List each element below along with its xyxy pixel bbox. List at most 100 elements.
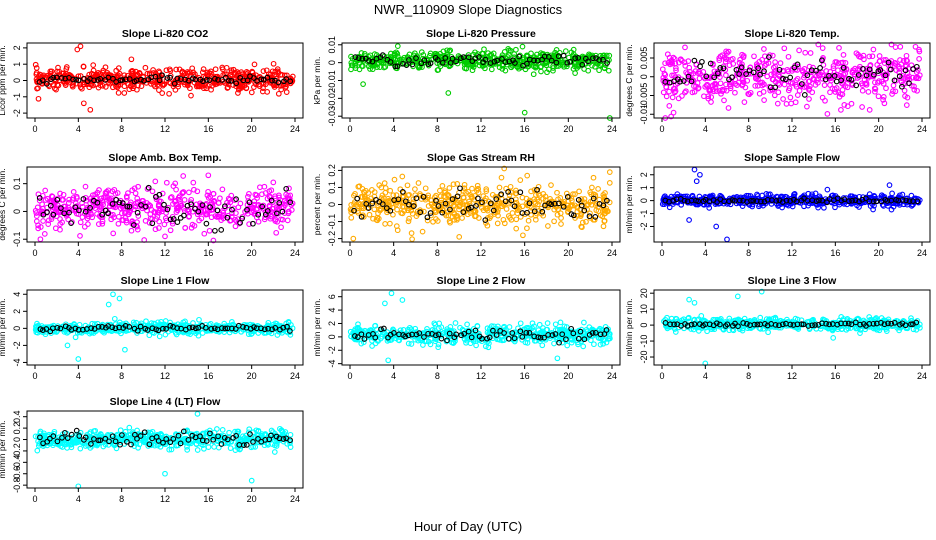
- data-point: [246, 221, 252, 227]
- data-point: [414, 56, 420, 63]
- reference-point: [80, 196, 87, 202]
- reference-point: [490, 207, 497, 214]
- reference-point: [885, 59, 892, 66]
- reference-point: [542, 202, 548, 209]
- data-point: [421, 208, 427, 215]
- data-point: [159, 190, 166, 197]
- data-point: [100, 199, 106, 205]
- data-point: [112, 202, 119, 208]
- y-tick-label: 0: [639, 198, 649, 203]
- data-point: [42, 187, 49, 194]
- data-point: [180, 189, 187, 195]
- data-point: [839, 87, 846, 93]
- reference-point: [748, 197, 754, 204]
- data-point: [362, 335, 369, 341]
- reference-point: [163, 326, 169, 332]
- data-point: [829, 72, 836, 79]
- reference-point: [512, 60, 518, 66]
- data-point: [128, 83, 134, 90]
- reference-point: [164, 206, 171, 213]
- data-point: [406, 191, 412, 198]
- data-point: [832, 89, 839, 95]
- data-point: [102, 64, 109, 71]
- data-point: [179, 190, 186, 197]
- data-point: [606, 331, 613, 337]
- data-point: [789, 80, 796, 86]
- data-point: [899, 73, 906, 79]
- data-point: [257, 324, 263, 331]
- data-point: [32, 61, 39, 68]
- data-point: [40, 205, 46, 212]
- data-point: [439, 183, 446, 189]
- reference-point: [707, 60, 714, 67]
- reference-point: [494, 57, 500, 64]
- reference-point: [572, 55, 579, 62]
- data-point: [536, 198, 542, 205]
- data-point: [915, 196, 921, 202]
- data-point: [88, 211, 94, 218]
- data-point: [506, 191, 513, 198]
- data-point: [525, 217, 532, 224]
- data-point: [225, 74, 232, 81]
- data-point: [61, 78, 68, 85]
- y-axis-label: kPa per min.: [312, 57, 322, 105]
- reference-point: [251, 324, 257, 330]
- data-point: [178, 202, 185, 209]
- data-point: [812, 82, 819, 88]
- reference-point: [40, 211, 47, 218]
- data-point: [554, 60, 561, 67]
- data-point: [666, 88, 672, 95]
- reference-point: [279, 208, 286, 215]
- reference-point: [425, 330, 431, 337]
- reference-point: [225, 77, 232, 84]
- reference-point: [72, 204, 79, 211]
- data-point: [173, 331, 180, 338]
- reference-point: [268, 197, 275, 204]
- reference-point: [863, 72, 870, 79]
- y-tick-label: 1: [12, 62, 22, 67]
- y-axis-label: degrees C per min.: [624, 44, 634, 116]
- reference-point: [511, 203, 518, 210]
- data-point: [132, 190, 139, 197]
- reference-point: [596, 57, 603, 63]
- x-tick-label: 4: [703, 124, 708, 134]
- reference-point: [575, 197, 582, 203]
- reference-point: [501, 330, 507, 336]
- data-point: [245, 331, 252, 338]
- reference-point: [395, 196, 402, 203]
- reference-point: [840, 64, 847, 71]
- data-point: [793, 77, 800, 84]
- reference-point: [416, 330, 423, 336]
- data-point: [533, 192, 539, 198]
- y-axis-label: ml/min per min.: [0, 298, 7, 356]
- reference-point: [787, 198, 794, 204]
- reference-point: [105, 210, 111, 217]
- reference-point: [526, 330, 533, 336]
- data-point: [584, 206, 590, 213]
- reference-point: [199, 202, 206, 208]
- x-tick-label: 24: [607, 124, 617, 134]
- data-point: [387, 187, 394, 194]
- reference-point: [244, 206, 250, 213]
- reference-point: [454, 193, 461, 200]
- reference-point: [460, 209, 467, 215]
- data-point: [534, 51, 540, 58]
- reference-point: [813, 67, 819, 74]
- data-point: [683, 69, 689, 76]
- reference-point: [399, 189, 406, 195]
- reference-point: [185, 77, 192, 84]
- data-point: [405, 218, 412, 225]
- data-point: [182, 318, 188, 325]
- data-point: [35, 85, 41, 91]
- data-point: [710, 60, 716, 67]
- reference-point: [116, 199, 123, 206]
- data-point: [591, 216, 598, 223]
- reference-point: [47, 202, 54, 209]
- data-point: [435, 341, 442, 348]
- reference-point: [66, 209, 72, 216]
- data-point: [908, 192, 915, 199]
- reference-point: [535, 334, 542, 341]
- data-point: [747, 64, 754, 71]
- data-point: [447, 47, 454, 54]
